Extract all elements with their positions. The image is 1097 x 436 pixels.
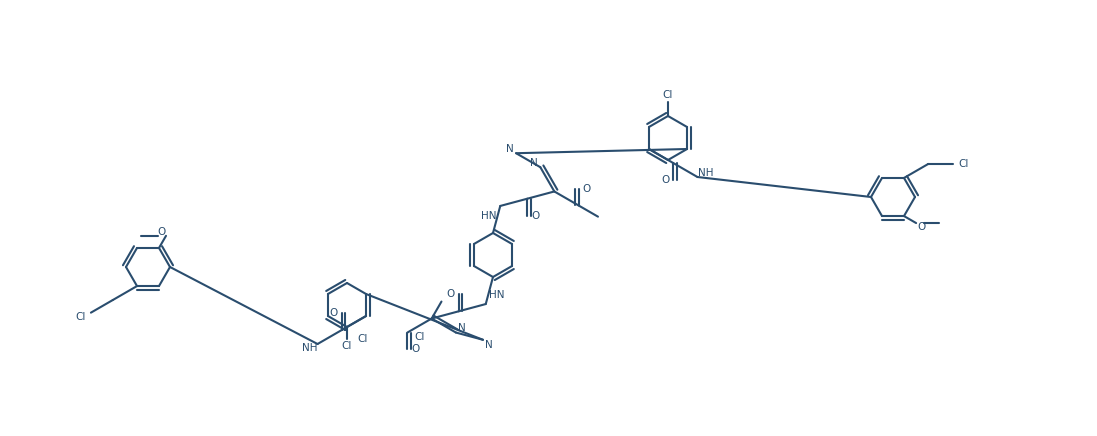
Text: O: O [661,175,669,185]
Text: Cl: Cl [663,90,674,100]
Text: N: N [459,323,466,333]
Text: N: N [485,340,493,350]
Text: Cl: Cl [76,312,87,322]
Text: Cl: Cl [959,159,969,169]
Text: O: O [330,308,338,318]
Text: HN: HN [489,290,505,300]
Text: NH: NH [302,343,317,353]
Text: O: O [583,184,590,194]
Text: O: O [157,227,166,237]
Text: HN: HN [482,211,497,221]
Text: O: O [917,222,925,232]
Text: O: O [446,290,455,300]
Text: N: N [531,158,539,168]
Text: O: O [531,211,540,221]
Text: Cl: Cl [342,341,352,351]
Text: NH: NH [698,168,713,178]
Text: Cl: Cl [415,331,425,341]
Text: O: O [411,344,419,354]
Text: N: N [506,144,514,154]
Text: Cl: Cl [358,334,369,344]
